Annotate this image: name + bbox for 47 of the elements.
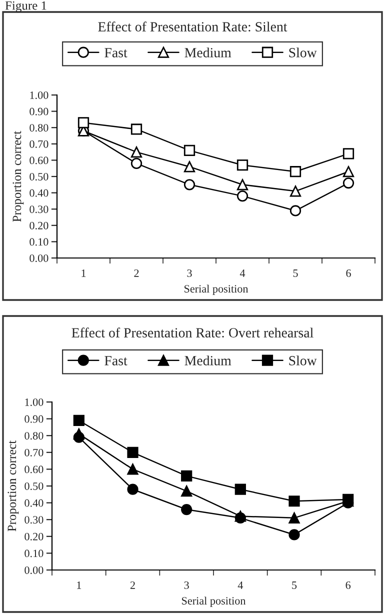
x-tick-label: 4	[240, 270, 246, 277]
y-tick-label: 0.40	[30, 189, 48, 197]
x-tick-label: 1	[82, 269, 86, 277]
y-tick-label: 1.00	[30, 91, 48, 100]
y-tick-label: 0.10	[30, 238, 48, 246]
x-axis-title: Serial position	[182, 596, 246, 607]
y-tick-label: 0.80	[24, 432, 44, 440]
legend-label: Slow	[289, 48, 317, 58]
y-tick-label: 0.30	[24, 516, 44, 524]
legend-label: Medium	[184, 48, 232, 58]
x-tick-label: 6	[346, 581, 351, 589]
y-tick-label: 0.80	[30, 124, 48, 132]
y-tick-label: 0.90	[24, 415, 44, 423]
y-tick-label: 0.90	[30, 108, 48, 116]
y-tick-label: 0.60	[24, 466, 44, 474]
x-tick-label: 5	[292, 582, 297, 589]
y-tick-label: 0.30	[30, 206, 48, 214]
y-axis-title: Proportion correct	[12, 130, 24, 222]
y-tick-label: 0.20	[24, 532, 44, 540]
y-tick-label: 0.50	[30, 172, 48, 181]
y-tick-label: 0.40	[24, 499, 44, 507]
x-tick-label: 6	[346, 269, 351, 277]
chart-title: Effect of Presentation Rate: Overt rehearsal	[72, 328, 314, 338]
y-axis-title: Proportion correct	[8, 440, 19, 532]
y-tick-label: 0.20	[30, 222, 48, 230]
x-axis-title: Serial position	[184, 284, 248, 295]
caption: Figure 1	[5, 1, 46, 12]
x-tick-label: 2	[134, 269, 139, 277]
chart-title: Effect of Presentation Rate: Silent	[98, 22, 288, 32]
y-tick-label: 0.70	[24, 448, 44, 456]
y-tick-label: 0.70	[30, 140, 48, 148]
y-tick-label: 0.60	[30, 156, 48, 164]
legend-label: Slow	[289, 356, 317, 366]
x-tick-label: 3	[187, 269, 192, 277]
y-tick-label: 0.00	[30, 254, 48, 262]
legend-label: Fast	[104, 48, 128, 58]
x-tick-label: 3	[184, 581, 189, 589]
x-tick-label: 5	[293, 270, 298, 277]
legend-label: Medium	[184, 356, 232, 366]
y-tick-label: 0.00	[24, 566, 44, 574]
x-tick-label: 1	[77, 581, 82, 589]
y-tick-label: 0.50	[24, 482, 44, 490]
legend-label: Fast	[104, 356, 128, 366]
x-tick-label: 2	[130, 581, 135, 589]
x-tick-label: 4	[238, 582, 244, 589]
y-tick-label: 1.00	[25, 398, 44, 406]
y-tick-label: 0.10	[24, 550, 44, 558]
